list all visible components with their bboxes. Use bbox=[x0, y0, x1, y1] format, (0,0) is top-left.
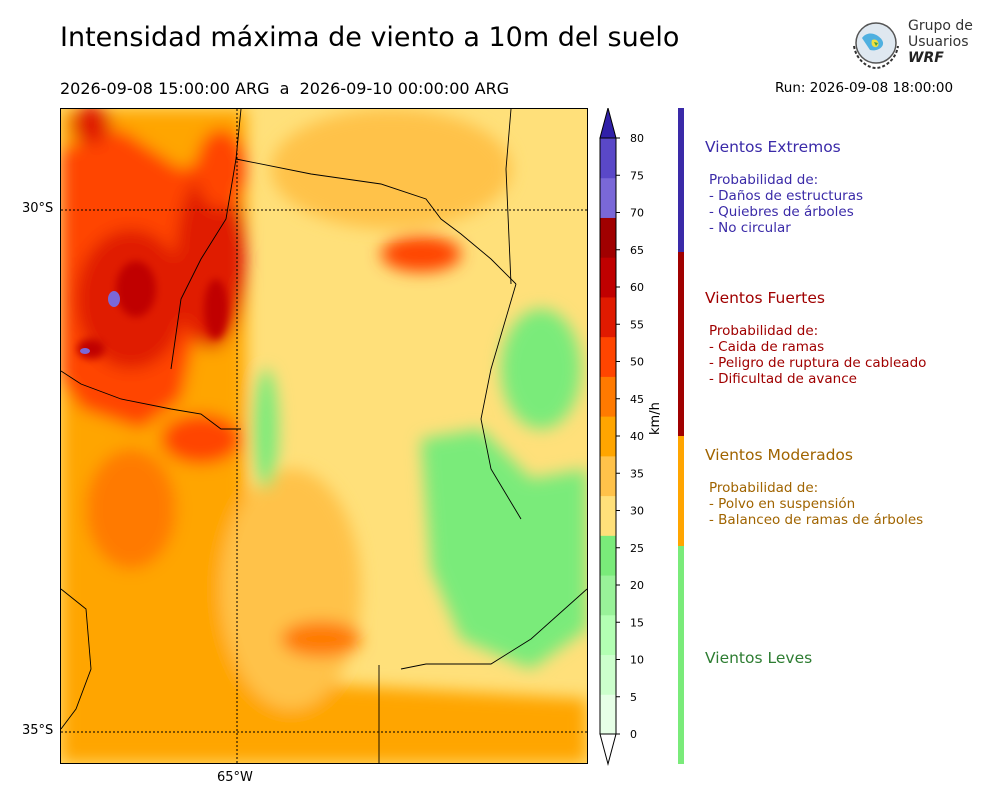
category-desc-moderate: Probabilidad de: - Polvo en suspensión - B… bbox=[709, 480, 923, 528]
colorbar-segment bbox=[600, 177, 616, 218]
category-desc-line: - Quiebres de árboles bbox=[709, 204, 854, 220]
category-bar-strong bbox=[678, 252, 684, 436]
colorbar-segment bbox=[600, 296, 616, 338]
category-title-moderate: Vientos Moderados bbox=[705, 446, 853, 464]
boundary-east bbox=[480, 283, 522, 520]
zone-orange-south bbox=[61, 669, 587, 763]
colorbar-tick-label: 55 bbox=[630, 318, 644, 331]
boundary-southeast bbox=[400, 588, 587, 670]
category-desc-line: - Daños de estructuras bbox=[709, 188, 864, 204]
boundary-southwest bbox=[61, 588, 92, 730]
logo-line3: WRF bbox=[908, 50, 944, 66]
zone-red-south bbox=[281, 621, 361, 657]
colorbar-tick-label: 40 bbox=[630, 430, 644, 443]
zone-red-core-2 bbox=[176, 169, 246, 349]
colorbar-tick-label: 25 bbox=[630, 542, 644, 555]
colorbar-extend-low bbox=[599, 733, 617, 766]
zone-green-east bbox=[421, 429, 587, 669]
colorbar-tick-label: 20 bbox=[630, 579, 644, 592]
run-info: Run: 2026-09-08 18:00:00 bbox=[775, 80, 954, 96]
category-desc-line: Probabilidad de: bbox=[709, 323, 819, 339]
colorbar-segment bbox=[600, 614, 616, 656]
colorbar-segment bbox=[600, 416, 616, 457]
category-bar-light bbox=[678, 546, 684, 764]
category-bar-extreme bbox=[678, 108, 684, 252]
colorbar: 0 5 10 15 20 25 30 35 40 45 50 55 60 65 70 75 80 bbox=[598, 106, 648, 772]
lat-label-35s: 35°S bbox=[22, 723, 54, 738]
category-desc-line: - Dificultad de avance bbox=[709, 371, 857, 387]
colorbar-extend-high bbox=[599, 106, 617, 139]
logo-line1: Grupo de bbox=[908, 18, 973, 34]
category-desc-line: - Polvo en suspensión bbox=[709, 496, 856, 512]
colorbar-tick-label: 10 bbox=[630, 654, 644, 667]
zone-darkred-2 bbox=[204, 279, 228, 339]
globe-icon bbox=[853, 22, 899, 70]
zone-extreme-2 bbox=[80, 348, 90, 354]
zone-red-mid bbox=[161, 414, 241, 464]
colorbar-segment bbox=[600, 654, 616, 695]
colorbar-tick-label: 30 bbox=[630, 505, 644, 518]
zone-green-northeast bbox=[501, 309, 581, 429]
wind-map bbox=[60, 108, 588, 764]
category-desc-line: - Peligro de ruptura de cableado bbox=[709, 355, 927, 371]
colorbar-tick-label: 65 bbox=[630, 244, 644, 257]
category-title-light: Vientos Leves bbox=[705, 649, 813, 667]
colorbar-segment bbox=[600, 694, 616, 735]
zone-red-east bbox=[381, 236, 461, 272]
colorbar-tick-label: 15 bbox=[630, 616, 644, 629]
date-range: 2026-09-08 15:00:00 ARG a 2026-09-10 00:… bbox=[60, 79, 510, 98]
category-bar-moderate bbox=[678, 436, 684, 546]
page-title: Intensidad máxima de viento a 10m del su… bbox=[60, 22, 680, 53]
colorbar-svg: 0 5 10 15 20 25 30 35 40 45 50 55 60 65 70 75 80 bbox=[599, 106, 644, 766]
colorbar-tick-label: 60 bbox=[630, 281, 644, 294]
colorbar-tick-label: 80 bbox=[630, 132, 644, 145]
category-desc-extreme: Probabilidad de: - Daños de estructuras - … bbox=[709, 172, 863, 236]
colorbar-tick-label: 35 bbox=[630, 467, 644, 480]
category-title-extreme: Vientos Extremos bbox=[705, 138, 841, 156]
zone-orange-center bbox=[221, 469, 361, 709]
zone-red-top bbox=[71, 109, 111, 144]
colorbar-tick-label: 70 bbox=[630, 207, 644, 220]
category-desc-line: Probabilidad de: bbox=[709, 172, 819, 188]
colorbar-tick-label: 45 bbox=[630, 393, 644, 406]
colorbar-tick-label: 0 bbox=[630, 728, 637, 741]
zone-red-lower bbox=[86, 449, 176, 569]
colorbar-tick-label: 75 bbox=[630, 169, 644, 182]
category-title-strong: Vientos Fuertes bbox=[705, 289, 825, 307]
colorbar-segment bbox=[600, 455, 616, 497]
colorbar-unit-label: km/h bbox=[648, 402, 663, 435]
category-desc-line: - Balanceo de ramas de árboles bbox=[709, 512, 924, 528]
zone-green-west-strip bbox=[254, 369, 278, 489]
colorbar-segment bbox=[600, 217, 616, 258]
colorbar-segment bbox=[600, 495, 616, 536]
colorbar-segment bbox=[600, 376, 616, 417]
zone-orange-north bbox=[271, 109, 511, 229]
category-desc-strong: Probabilidad de: - Caida de ramas - Peligr… bbox=[709, 323, 926, 387]
zone-red-top-2 bbox=[196, 129, 246, 209]
logo-line2: Usuarios bbox=[908, 34, 969, 50]
zone-darkred-3 bbox=[77, 339, 105, 359]
colorbar-segment bbox=[600, 575, 616, 616]
category-desc-line: - Caida de ramas bbox=[709, 339, 825, 355]
boundary-west bbox=[61, 370, 241, 430]
boundary-northeast bbox=[505, 109, 512, 285]
category-desc-line: Probabilidad de: bbox=[709, 480, 819, 496]
zone-extreme-1 bbox=[108, 291, 120, 307]
lat-label-30s: 30°S bbox=[22, 201, 54, 216]
boundary-north bbox=[235, 158, 517, 285]
colorbar-tick-label: 5 bbox=[630, 691, 637, 704]
colorbar-segment bbox=[600, 336, 616, 377]
colorbar-segment bbox=[600, 138, 616, 179]
wrf-logo: Grupo de Usuarios WRF bbox=[848, 16, 978, 74]
zone-darkred-1 bbox=[116, 261, 156, 317]
category-desc-line: - No circular bbox=[709, 220, 791, 236]
lon-label-65w: 65°W bbox=[217, 770, 253, 785]
colorbar-segment bbox=[600, 257, 616, 298]
colorbar-segment bbox=[600, 535, 616, 576]
colorbar-tick-label: 50 bbox=[630, 356, 644, 369]
